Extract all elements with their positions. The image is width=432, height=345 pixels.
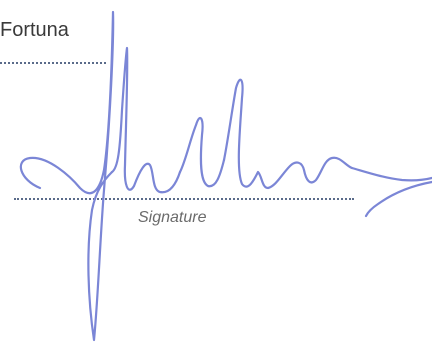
signature-caption: Signature xyxy=(138,209,207,226)
name-dotted-line xyxy=(0,62,106,64)
signature-dotted-line xyxy=(14,198,354,200)
signer-name-label: Fortuna xyxy=(0,19,69,41)
